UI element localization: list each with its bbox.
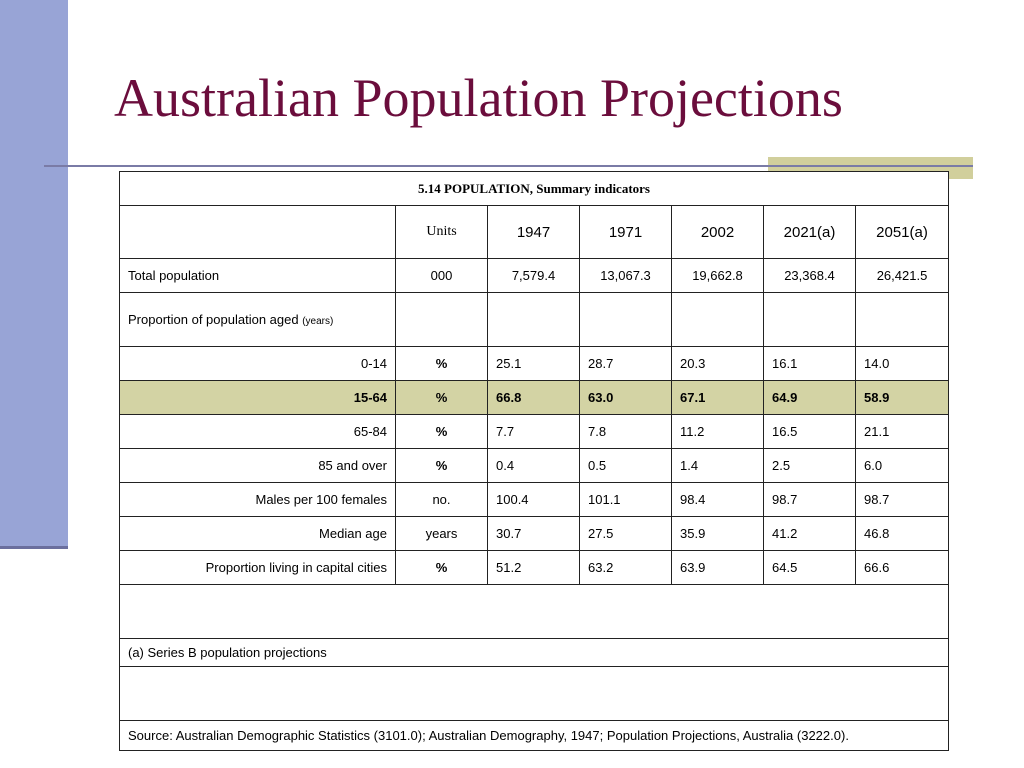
row-label: Total population [119, 258, 396, 293]
empty-cell [854, 292, 950, 347]
empty-cell [118, 666, 950, 721]
table-footnote: (a) Series B population projections [118, 638, 950, 667]
row-value: 101.1 [579, 482, 672, 517]
row-label: 15-64 [119, 380, 396, 415]
empty-cell [671, 292, 764, 347]
row-value: 26,421.5 [854, 258, 950, 293]
table-blank-row [118, 584, 950, 639]
table-source-row: Source: Australian Demographic Statistic… [118, 720, 950, 751]
row-value: 1.4 [671, 448, 764, 483]
row-value: 66.8 [487, 380, 580, 415]
row-value: 7.8 [579, 414, 672, 449]
row-unit: 000 [395, 258, 488, 293]
row-unit: % [395, 448, 488, 483]
row-value: 63.0 [579, 380, 672, 415]
table-row: Males per 100 females no. 100.4 101.1 98… [119, 482, 950, 517]
table-caption-row: 5.14 POPULATION, Summary indicators [118, 171, 950, 206]
table-caption: 5.14 POPULATION, Summary indicators [118, 171, 950, 206]
row-value: 41.2 [763, 516, 856, 551]
row-value: 19,662.8 [671, 258, 764, 293]
row-value: 2.5 [763, 448, 856, 483]
row-value: 25.1 [487, 346, 580, 381]
row-value: 11.2 [671, 414, 764, 449]
table-source: Source: Australian Demographic Statistic… [118, 720, 950, 751]
table-row-highlighted: 15-64 % 66.8 63.0 67.1 64.9 58.9 [119, 380, 950, 415]
empty-cell [763, 292, 856, 347]
row-value: 28.7 [579, 346, 672, 381]
header-year: 2021(a) [763, 205, 856, 259]
row-value: 7.7 [487, 414, 580, 449]
proportion-heading-cell: Proportion of population aged (years) [119, 292, 396, 347]
slide-title: Australian Population Projections [114, 68, 843, 128]
row-value: 58.9 [854, 380, 950, 415]
row-unit: % [395, 380, 488, 415]
row-value: 14.0 [854, 346, 950, 381]
header-year: 2051(a) [854, 205, 950, 259]
row-value: 0.5 [579, 448, 672, 483]
row-value: 35.9 [671, 516, 764, 551]
row-unit: % [395, 414, 488, 449]
row-unit: no. [395, 482, 488, 517]
row-value: 64.9 [763, 380, 856, 415]
header-units: Units [395, 205, 488, 259]
row-label: 85 and over [119, 448, 396, 483]
row-value: 64.5 [763, 550, 856, 585]
row-label: Proportion living in capital cities [119, 550, 396, 585]
header-empty-cell [119, 205, 396, 259]
table-header-row: Units 1947 1971 2002 2021(a) 2051(a) [119, 205, 950, 259]
row-value: 100.4 [487, 482, 580, 517]
row-value: 66.6 [854, 550, 950, 585]
row-unit: % [395, 550, 488, 585]
empty-cell [118, 584, 950, 639]
row-value: 20.3 [671, 346, 764, 381]
empty-cell [395, 292, 488, 347]
left-decorative-bar [0, 0, 68, 549]
row-value: 7,579.4 [487, 258, 580, 293]
row-value: 98.4 [671, 482, 764, 517]
row-value: 30.7 [487, 516, 580, 551]
row-value: 46.8 [854, 516, 950, 551]
table-blank-row [118, 666, 950, 721]
title-rule [44, 165, 972, 167]
row-value: 98.7 [763, 482, 856, 517]
row-label: 65-84 [119, 414, 396, 449]
row-value: 16.5 [763, 414, 856, 449]
row-value: 21.1 [854, 414, 950, 449]
row-value: 67.1 [671, 380, 764, 415]
row-value: 23,368.4 [763, 258, 856, 293]
proportion-heading-sub: (years) [302, 316, 334, 327]
row-value: 16.1 [763, 346, 856, 381]
table-row: 85 and over % 0.4 0.5 1.4 2.5 6.0 [119, 448, 950, 483]
table-row: 65-84 % 7.7 7.8 11.2 16.5 21.1 [119, 414, 950, 449]
row-unit: years [395, 516, 488, 551]
title-rule-accent [768, 165, 973, 167]
empty-cell [579, 292, 672, 347]
table-row-total-population: Total population 000 7,579.4 13,067.3 19… [119, 258, 950, 293]
row-value: 27.5 [579, 516, 672, 551]
header-year: 1971 [579, 205, 672, 259]
header-year: 2002 [671, 205, 764, 259]
table-row: Median age years 30.7 27.5 35.9 41.2 46.… [119, 516, 950, 551]
row-label: 0-14 [119, 346, 396, 381]
table-row: 0-14 % 25.1 28.7 20.3 16.1 14.0 [119, 346, 950, 381]
row-label: Median age [119, 516, 396, 551]
table-row: Proportion living in capital cities % 51… [119, 550, 950, 585]
row-value: 51.2 [487, 550, 580, 585]
row-value: 13,067.3 [579, 258, 672, 293]
row-value: 63.2 [579, 550, 672, 585]
row-unit: % [395, 346, 488, 381]
row-value: 98.7 [854, 482, 950, 517]
header-year: 1947 [487, 205, 580, 259]
row-value: 6.0 [854, 448, 950, 483]
empty-cell [487, 292, 580, 347]
row-value: 0.4 [487, 448, 580, 483]
proportion-heading-label: Proportion of population aged [128, 312, 299, 327]
row-label: Males per 100 females [119, 482, 396, 517]
table-note-row: (a) Series B population projections [118, 638, 950, 667]
population-table: 5.14 POPULATION, Summary indicators Unit… [118, 171, 950, 751]
row-value: 63.9 [671, 550, 764, 585]
table-row-proportion-heading: Proportion of population aged (years) [119, 292, 950, 347]
